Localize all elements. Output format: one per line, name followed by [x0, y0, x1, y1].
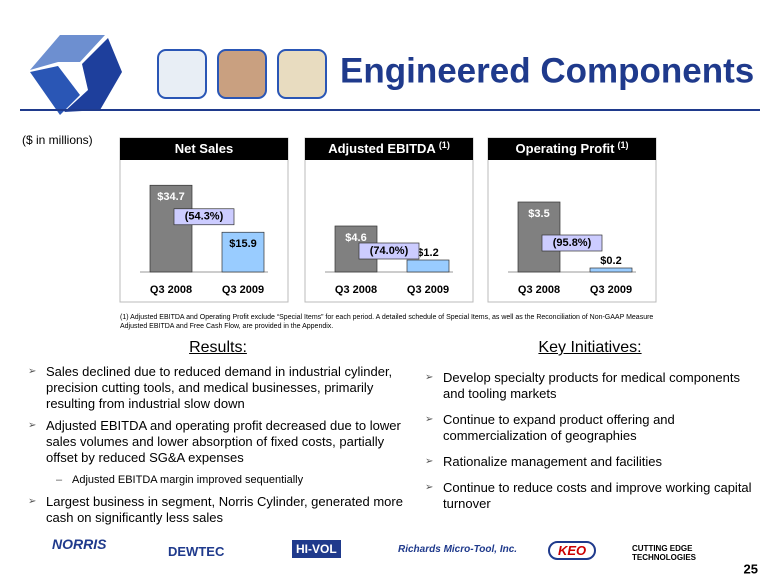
x-tick-label: Q3 2009: [407, 284, 449, 296]
results-heading: Results:: [189, 339, 247, 356]
change-label: (54.3%): [185, 211, 224, 223]
page-number: 25: [744, 561, 758, 576]
chart-panel: [487, 137, 657, 303]
logo: KEO: [548, 541, 597, 560]
bar: [589, 267, 633, 273]
bullet: Largest business in segment, Norris Cyli…: [28, 494, 408, 526]
chart-title: Adjusted EBITDA (1): [328, 140, 450, 156]
bullet: Rationalize management and facilities: [425, 454, 755, 470]
logo: NORRIS: [52, 536, 107, 552]
bullet: Develop specialty products for medical c…: [425, 370, 755, 402]
chart-title-text: Adjusted EBITDA: [328, 141, 436, 156]
product-image: [277, 49, 327, 99]
product-image: [217, 49, 267, 99]
logo: DEWTEC: [168, 544, 225, 559]
x-tick-label: Q3 2009: [590, 284, 632, 296]
x-tick-label: Q3 2008: [335, 284, 377, 296]
sub-bullet: Adjusted EBITDA margin improved sequenti…: [28, 472, 408, 488]
value-label: $3.5: [528, 208, 549, 220]
value-label: $34.7: [157, 191, 185, 203]
logo: Richards Micro-Tool, Inc.: [398, 544, 518, 555]
change-box: [541, 234, 603, 252]
chart-title-text: Operating Profit: [516, 141, 616, 156]
bullet: Sales declined due to reduced demand in …: [28, 364, 408, 412]
change-label: (95.8%): [553, 237, 592, 249]
chart-title-note: (1): [617, 140, 628, 150]
initiatives-heading: Key Initiatives:: [538, 339, 642, 356]
bullet: Continue to reduce costs and improve wor…: [425, 480, 755, 512]
initiatives: Key Initiatives: Develop specialty produ…: [425, 340, 755, 518]
bar: [221, 231, 265, 273]
chart-title: Net Sales: [175, 141, 234, 156]
logo: CUTTING EDGE TECHNOLOGIES: [632, 544, 697, 562]
results: Results: Sales declined due to reduced d…: [28, 340, 408, 532]
value-label: $1.2: [417, 247, 438, 259]
chart-title-text: Net Sales: [175, 141, 234, 156]
logo: HI-VOL: [292, 540, 341, 558]
value-label: $4.6: [345, 232, 366, 244]
chart-title: Operating Profit (1): [516, 140, 629, 156]
bar: [406, 259, 450, 273]
change-label: (74.0%): [370, 245, 409, 257]
chart-header: [488, 138, 656, 160]
product-image: [157, 49, 207, 99]
change-box: [173, 208, 235, 226]
bullet: Continue to expand product offering and …: [425, 412, 755, 444]
chart-panel: [304, 137, 474, 303]
x-tick-label: Q3 2008: [150, 284, 192, 296]
slide-title: Engineered Components: [340, 51, 754, 90]
x-tick-label: Q3 2009: [222, 284, 264, 296]
value-label: $15.9: [229, 238, 257, 250]
footnote: (1) Adjusted EBITDA and Operating Profit…: [120, 314, 654, 330]
units-note: ($ in millions): [22, 133, 93, 147]
bar: [149, 184, 193, 273]
chart-header: [120, 138, 288, 160]
bullet: Adjusted EBITDA and operating profit dec…: [28, 418, 408, 466]
value-label: $0.2: [600, 255, 621, 267]
company-logo: [30, 35, 122, 115]
chart-title-note: (1): [439, 140, 450, 150]
x-tick-label: Q3 2008: [518, 284, 560, 296]
chart-header: [305, 138, 473, 160]
change-box: [358, 242, 420, 260]
